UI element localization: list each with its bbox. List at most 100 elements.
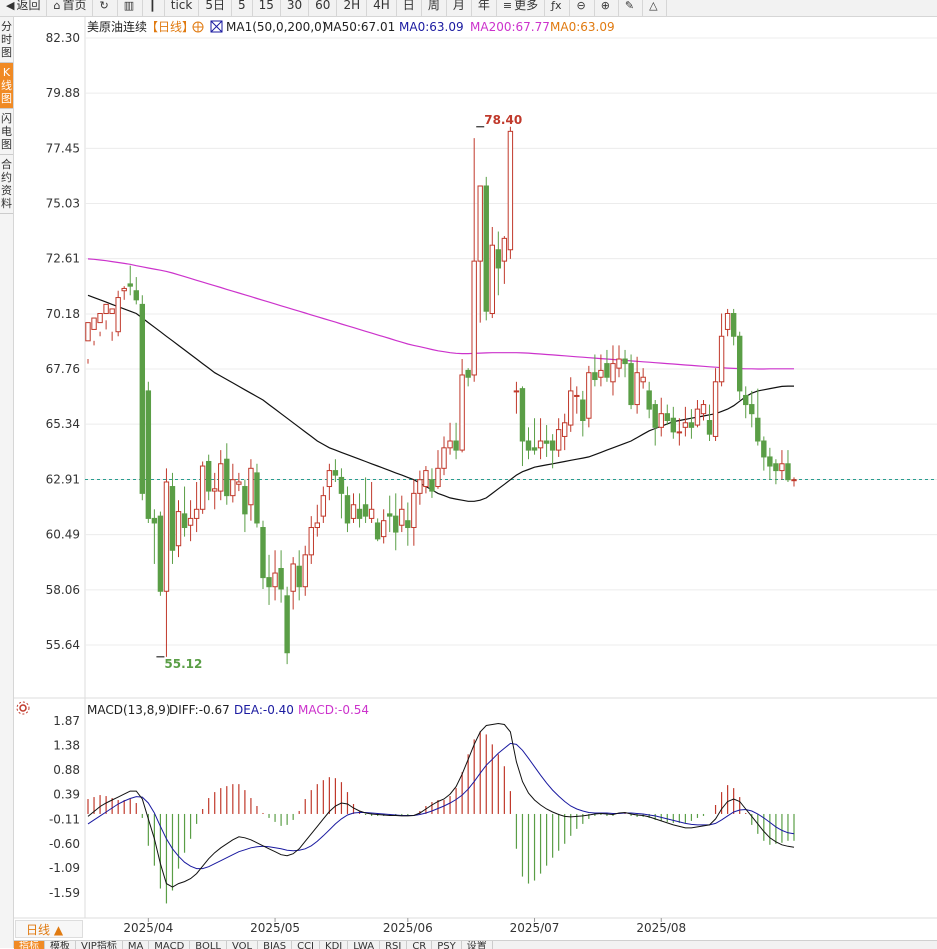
candle-body <box>85 322 91 342</box>
toolbar-btn-10[interactable]: 60 <box>309 0 338 16</box>
tab-5[interactable]: BOLL <box>190 941 227 949</box>
candle-body <box>640 376 646 383</box>
toolbar-label: 更多 <box>514 0 539 12</box>
tab-13[interactable]: PSY <box>432 941 462 949</box>
toolbar-btn-8[interactable]: 15 <box>253 0 281 16</box>
candle-body <box>435 467 441 488</box>
zoom-in-button[interactable]: ⊕ <box>595 0 619 16</box>
toolbar-btn-6[interactable]: 5日 <box>199 0 232 16</box>
candle-body <box>199 465 206 510</box>
toolbar-btn-14[interactable]: 周 <box>422 0 447 16</box>
candle-body <box>471 260 477 376</box>
toolbar-btn-7[interactable]: 5 <box>232 0 253 16</box>
toolbar-label: 4H <box>373 0 390 12</box>
candle-body <box>374 522 381 540</box>
tab-0[interactable]: 指标 <box>14 941 45 949</box>
candle-body <box>483 185 489 312</box>
price-tick-label: 67.76 <box>46 362 80 376</box>
macd-settings-icon[interactable] <box>16 701 30 715</box>
candle-body <box>356 508 363 519</box>
tab-10[interactable]: LWA <box>348 941 381 949</box>
tab-1[interactable]: 模板 <box>45 941 76 949</box>
toolbar-btn-9[interactable]: 30 <box>281 0 310 16</box>
candle-body <box>598 369 604 378</box>
candle-body <box>495 249 502 269</box>
candle-body <box>628 363 634 406</box>
toolbar-btn-15[interactable]: 月 <box>447 0 472 16</box>
toolbar-label: 2H <box>343 0 361 12</box>
toolbar-back-0[interactable]: ◀ 返回 <box>0 0 48 16</box>
refresh-button[interactable]: ↻ <box>93 0 118 16</box>
price-tick-label: 58.06 <box>46 583 80 597</box>
candle-body <box>91 317 97 330</box>
legend-ma0-b: MA0:63.09 <box>550 20 615 34</box>
toolbar-btn-12[interactable]: 4H <box>367 0 397 16</box>
tab-9[interactable]: KDJ <box>320 941 349 949</box>
indicator-toggle-icon[interactable] <box>210 20 223 33</box>
candle-body <box>646 390 652 410</box>
candle-body <box>429 479 435 492</box>
candle-body <box>380 520 387 538</box>
sidebar-item-1[interactable]: K线图 <box>0 63 13 109</box>
ma200-path <box>87 258 794 370</box>
candle-body <box>181 513 188 529</box>
toolbar-menu-17[interactable]: ≡ 更多 <box>497 0 546 16</box>
toolbar-btn-13[interactable]: 日 <box>397 0 422 16</box>
macd-tick-label: 1.38 <box>53 738 80 752</box>
formula-button[interactable]: ƒx <box>545 0 571 16</box>
candle-body <box>682 422 689 428</box>
toolbar-label: 5日 <box>205 0 225 12</box>
sidebar-item-2[interactable]: 闪电图 <box>0 109 13 155</box>
candle-button[interactable]: ┃ <box>143 0 165 16</box>
candle-body <box>248 467 254 506</box>
toolbar-home-1[interactable]: ⌂ 首页 <box>47 0 94 16</box>
legend-ma-params: MA1(50,0,200,0) <box>226 20 326 34</box>
toolbar-label: 60 <box>315 0 331 12</box>
candle-body <box>320 495 327 517</box>
candle-icon: ┃ <box>149 0 156 12</box>
toolbar-label: 30 <box>286 0 303 12</box>
toolbar-label: 首页 <box>62 0 87 12</box>
candle-body <box>103 303 109 314</box>
collapse-button[interactable]: △ <box>643 0 667 16</box>
candle-body <box>779 463 785 472</box>
tab-2[interactable]: VIP指标 <box>76 941 123 949</box>
candle-body <box>399 508 405 526</box>
tab-3[interactable]: MA <box>123 941 150 949</box>
toolbar-label: 周 <box>427 0 440 12</box>
tab-11[interactable]: RSI <box>380 941 408 949</box>
draw-button[interactable]: ✎ <box>619 0 644 16</box>
macd-histogram <box>87 722 795 904</box>
candle-body <box>260 527 266 579</box>
sidebar-item-3[interactable]: 合约资料 <box>0 155 13 214</box>
toolbar-btn-5[interactable]: tick <box>165 0 200 16</box>
tab-14[interactable]: 设置 <box>462 941 493 949</box>
candle-body <box>133 290 139 301</box>
candle-body <box>459 374 465 451</box>
tab-7[interactable]: BIAS <box>258 941 293 949</box>
toolbar-btn-11[interactable]: 2H <box>337 0 368 16</box>
toolbar-btn-16[interactable]: 年 <box>472 0 497 16</box>
toolbar-label: 15 <box>258 0 274 12</box>
settings-icon[interactable] <box>192 21 204 33</box>
candle-body <box>718 335 725 383</box>
tab-8[interactable]: CCI <box>292 941 321 949</box>
sidebar-item-0[interactable]: 分时图 <box>0 17 13 63</box>
zoom-out-button[interactable]: ⊖ <box>570 0 595 16</box>
candle-body <box>284 595 290 654</box>
candle-body <box>411 492 417 529</box>
candle-body <box>664 413 670 422</box>
candle-body <box>332 470 339 476</box>
tab-12[interactable]: CR <box>407 941 433 949</box>
candle-body <box>706 420 713 435</box>
candle-body <box>688 422 695 428</box>
candle-body <box>477 185 483 262</box>
zoom-out-icon: ⊖ <box>576 0 586 12</box>
tab-4[interactable]: MACD <box>149 941 191 949</box>
candle-body <box>115 297 121 333</box>
macd-tick-label: -1.59 <box>49 886 80 900</box>
candle-body <box>568 390 574 426</box>
period-selector[interactable]: 日线 ▲ <box>15 920 83 938</box>
kline-button[interactable]: ▥ <box>118 0 144 16</box>
tab-6[interactable]: VOL <box>227 941 259 949</box>
